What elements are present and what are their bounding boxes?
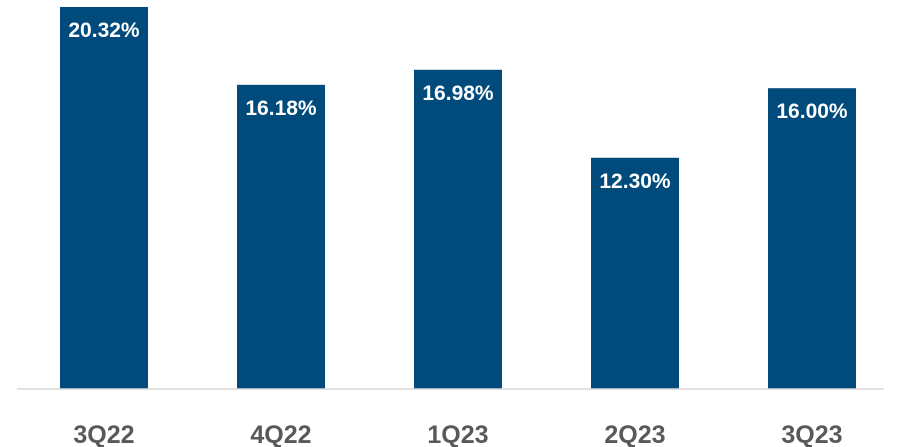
bar-2q23 xyxy=(591,157,679,389)
bars-group xyxy=(60,7,856,390)
category-label-4q22: 4Q22 xyxy=(250,421,311,447)
category-label-3q22: 3Q22 xyxy=(73,421,134,447)
data-labels-group: 20.32% 16.18% 16.98% 12.30% 16.00% xyxy=(68,19,848,193)
data-label-1q23: 16.98% xyxy=(422,82,494,105)
data-label-2q23: 12.30% xyxy=(599,170,671,193)
bar-3q23 xyxy=(768,88,856,390)
data-label-3q22: 20.32% xyxy=(68,19,140,42)
category-labels-group: 3Q22 4Q22 1Q23 2Q23 3Q23 xyxy=(73,421,842,447)
category-label-2q23: 2Q23 xyxy=(604,421,665,447)
data-label-4q22: 16.18% xyxy=(245,97,317,120)
bar-3q22 xyxy=(60,7,148,389)
data-label-3q23: 16.00% xyxy=(776,100,848,123)
bar-1q23 xyxy=(414,69,502,389)
category-label-1q23: 1Q23 xyxy=(427,421,488,447)
category-label-3q23: 3Q23 xyxy=(781,421,842,447)
bar-4q22 xyxy=(237,84,325,390)
